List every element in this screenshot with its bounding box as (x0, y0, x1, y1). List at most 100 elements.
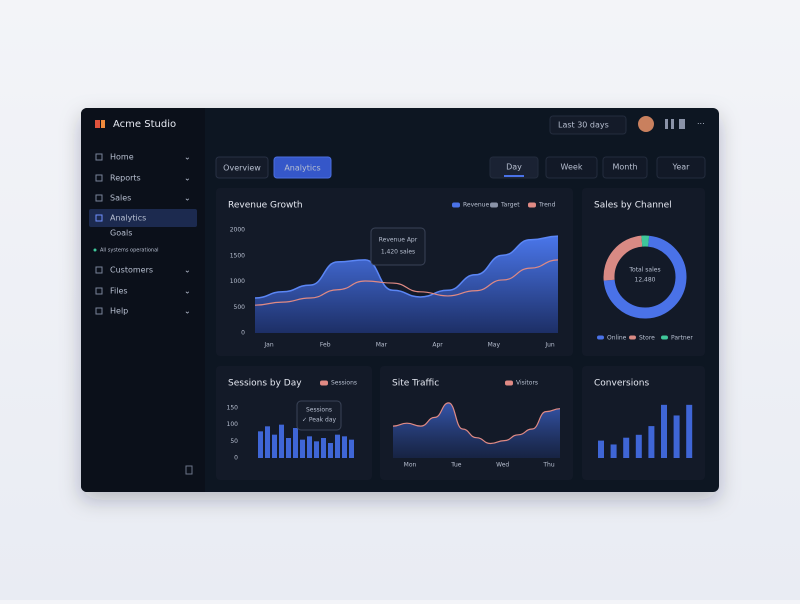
panel-title: Sales by Channel (594, 201, 672, 211)
app-name: Acme Studio (113, 119, 176, 130)
x-tick-label: Mon (404, 462, 417, 469)
logo (101, 120, 105, 128)
nav-item[interactable]: Home (110, 153, 134, 162)
x-tick-label: Jun (544, 342, 555, 349)
legend-swatch (452, 203, 460, 208)
legend-swatch (505, 381, 513, 386)
chevron: ⌄ (184, 174, 191, 183)
x-tick-label: Feb (320, 342, 331, 349)
chevron: ⌄ (184, 266, 191, 275)
sidebar (81, 108, 205, 492)
tooltip (297, 401, 341, 430)
legend-swatch (597, 336, 604, 340)
bar (265, 426, 270, 458)
bar (300, 440, 305, 458)
legend-swatch (490, 203, 498, 208)
bar (293, 428, 298, 458)
panel-title: Sessions by Day (228, 379, 302, 389)
status: All systems operational (100, 248, 159, 254)
chevron: ⌄ (184, 153, 191, 162)
bar (272, 435, 277, 458)
nav-item[interactable]: Customers (110, 266, 153, 275)
icon[interactable] (679, 119, 685, 129)
tooltip-text: ✓ Peak day (302, 417, 337, 424)
y-tick-label: 50 (230, 438, 238, 445)
tooltip-text: Sessions (306, 407, 332, 414)
nav-item[interactable]: Analytics (110, 214, 146, 223)
legend-swatch (528, 203, 536, 208)
x-tick-label: Jan (263, 342, 273, 349)
bar (623, 438, 629, 458)
legend-label: Visitors (516, 380, 538, 387)
legend-label: Trend (538, 202, 556, 209)
donut-center: 12,480 (635, 277, 656, 284)
tab-label: Analytics (284, 164, 320, 173)
legend-label: Sessions (331, 380, 357, 387)
bar (307, 436, 312, 458)
bar (335, 435, 340, 458)
nav-item[interactable]: Files (110, 287, 128, 296)
bar (598, 441, 604, 458)
tooltip-text: 1,420 sales (381, 249, 415, 256)
x-tick-label: Tue (450, 462, 462, 469)
avatar[interactable] (638, 116, 654, 132)
nav-item[interactable]: Goals (110, 229, 132, 238)
bar (314, 441, 319, 458)
period-label: Week (561, 163, 583, 172)
x-tick-label: May (488, 342, 501, 349)
nav-item[interactable]: Help (110, 307, 128, 316)
panel-title: Site Traffic (392, 379, 439, 389)
nav-item[interactable]: Reports (110, 174, 141, 183)
period-label: Day (506, 163, 522, 172)
tooltip (371, 228, 425, 265)
bar (279, 425, 284, 458)
tab-label: Overview (223, 164, 261, 173)
y-tick-label: 500 (234, 304, 246, 311)
chevron: ⌄ (184, 287, 191, 296)
tooltip-text: Revenue Apr (379, 237, 418, 244)
panel-title: Conversions (594, 379, 649, 389)
x-tick-label: Thu (542, 462, 554, 469)
bar (674, 415, 680, 458)
y-tick-label: 1500 (230, 252, 245, 259)
nav-item[interactable]: Sales (110, 194, 131, 203)
icon[interactable] (671, 119, 674, 129)
bar (321, 438, 326, 458)
range-label: Last 30 days (558, 121, 609, 130)
chevron: ⌄ (184, 194, 191, 203)
panel-title: Revenue Growth (228, 201, 303, 211)
more-icon[interactable]: ··· (697, 120, 705, 129)
bar (286, 438, 291, 458)
legend-swatch (661, 336, 668, 340)
period-label: Month (612, 163, 637, 172)
status-dot (94, 249, 97, 252)
bar (342, 436, 347, 458)
legend-label: Store (639, 335, 655, 342)
bar (661, 405, 667, 458)
y-tick-label: 0 (234, 455, 238, 462)
legend-label: Revenue (463, 202, 489, 209)
legend-swatch (629, 336, 636, 340)
y-tick-label: 150 (227, 405, 239, 412)
x-tick-label: Wed (496, 462, 509, 469)
bar (258, 431, 263, 458)
y-tick-label: 2000 (230, 227, 245, 234)
donut-center: Total sales (628, 267, 660, 274)
bar (349, 440, 354, 458)
x-tick-label: Mar (376, 342, 388, 349)
period-label: Year (672, 163, 691, 172)
legend-swatch (320, 381, 328, 386)
bar (636, 435, 642, 458)
chevron: ⌄ (184, 307, 191, 316)
y-tick-label: 1000 (230, 278, 245, 285)
icon[interactable] (665, 119, 668, 129)
y-tick-label: 0 (241, 330, 245, 337)
y-tick-label: 100 (227, 421, 239, 428)
logo (95, 120, 100, 128)
legend-label: Online (607, 335, 627, 342)
x-tick-label: Apr (432, 342, 443, 349)
bar (328, 443, 333, 458)
bar (686, 405, 692, 458)
